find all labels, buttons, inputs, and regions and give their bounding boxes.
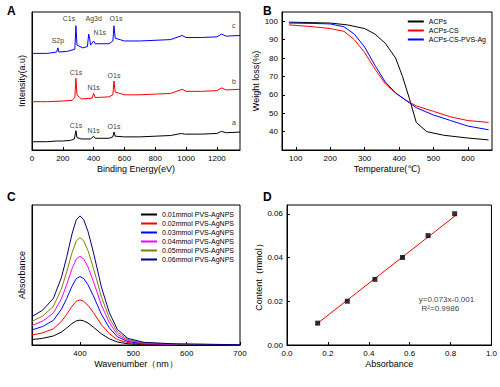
svg-text:Intensity(a.u): Intensity(a.u) — [17, 55, 27, 107]
svg-text:Absorbance: Absorbance — [365, 359, 413, 369]
svg-text:400: 400 — [87, 154, 101, 163]
svg-text:0.06mmol PVS-AgNPS: 0.06mmol PVS-AgNPS — [162, 256, 234, 264]
svg-text:0.6: 0.6 — [404, 349, 416, 358]
svg-text:70: 70 — [269, 72, 278, 81]
svg-text:700: 700 — [233, 349, 247, 358]
svg-text:a: a — [232, 119, 236, 126]
svg-text:200: 200 — [324, 154, 338, 163]
svg-text:N1s: N1s — [94, 29, 107, 36]
svg-text:90: 90 — [269, 35, 278, 44]
svg-text:50: 50 — [269, 109, 278, 118]
svg-text:200: 200 — [56, 154, 70, 163]
svg-text:C: C — [7, 190, 16, 204]
svg-text:400: 400 — [392, 154, 406, 163]
svg-text:0.06: 0.06 — [267, 209, 283, 218]
svg-text:40: 40 — [269, 127, 278, 136]
svg-text:600: 600 — [118, 154, 132, 163]
svg-text:Temperature(℃): Temperature(℃) — [354, 164, 421, 174]
svg-text:0.05mmol PVS-AgNPS: 0.05mmol PVS-AgNPS — [162, 247, 234, 255]
svg-text:1200: 1200 — [208, 154, 226, 163]
svg-text:N1s: N1s — [87, 127, 100, 134]
svg-text:ACPs-CS-PVS-Ag: ACPs-CS-PVS-Ag — [429, 36, 486, 44]
svg-text:Absorbance: Absorbance — [17, 251, 27, 299]
svg-text:N1s: N1s — [87, 84, 100, 91]
svg-text:0.2: 0.2 — [322, 349, 334, 358]
svg-text:C1s: C1s — [70, 122, 83, 129]
svg-text:600: 600 — [180, 349, 194, 358]
svg-text:y=0.073x-0.001: y=0.073x-0.001 — [419, 295, 475, 304]
svg-text:100: 100 — [265, 17, 279, 26]
svg-text:C1s: C1s — [63, 15, 76, 22]
svg-text:C1s: C1s — [70, 69, 83, 76]
svg-text:0.8: 0.8 — [445, 349, 457, 358]
svg-text:Binding Energy(eV): Binding Energy(eV) — [97, 164, 175, 174]
svg-text:Content（mmol）: Content（mmol） — [254, 239, 264, 311]
svg-text:c: c — [232, 22, 236, 29]
svg-text:1000: 1000 — [177, 154, 195, 163]
svg-text:b: b — [232, 78, 236, 85]
svg-text:0.4: 0.4 — [363, 349, 375, 358]
svg-text:S2p: S2p — [52, 37, 65, 45]
svg-text:0.0: 0.0 — [281, 349, 293, 358]
svg-text:0: 0 — [30, 154, 35, 163]
svg-text:Ag3d: Ag3d — [85, 15, 101, 23]
svg-text:600: 600 — [461, 154, 475, 163]
svg-text:B: B — [263, 4, 272, 18]
svg-text:ACPs: ACPs — [429, 18, 447, 25]
svg-text:0.00: 0.00 — [267, 340, 283, 350]
svg-text:500: 500 — [427, 154, 441, 163]
svg-text:O1s: O1s — [108, 72, 121, 79]
svg-text:A: A — [7, 4, 16, 18]
svg-text:D: D — [263, 190, 272, 204]
svg-text:800: 800 — [149, 154, 163, 163]
svg-text:ACPs-CS: ACPs-CS — [429, 27, 459, 34]
svg-text:0.01mmol PVS-AgNPS: 0.01mmol PVS-AgNPS — [162, 211, 234, 219]
svg-text:Weight loss(%): Weight loss(%) — [251, 51, 261, 111]
svg-text:400: 400 — [73, 349, 87, 358]
svg-text:60: 60 — [269, 90, 278, 99]
svg-text:0.03mmol PVS-AgNPS: 0.03mmol PVS-AgNPS — [162, 229, 234, 237]
svg-text:0.04mmol PVS-AgNPS: 0.04mmol PVS-AgNPS — [162, 238, 234, 246]
svg-text:80: 80 — [269, 54, 278, 63]
svg-text:0.04: 0.04 — [267, 253, 283, 262]
svg-text:300: 300 — [358, 154, 372, 163]
svg-text:0.02: 0.02 — [267, 297, 283, 306]
svg-text:O1s: O1s — [110, 15, 123, 22]
svg-text:0.02mmol PVS-AgNPS: 0.02mmol PVS-AgNPS — [162, 220, 234, 228]
svg-text:Wavenumber（nm）: Wavenumber（nm） — [94, 359, 178, 369]
svg-text:500: 500 — [127, 349, 141, 358]
svg-text:R²=0.9986: R²=0.9986 — [422, 304, 460, 313]
svg-text:O1s: O1s — [108, 123, 121, 130]
svg-text:1.0: 1.0 — [486, 349, 498, 358]
svg-text:100: 100 — [289, 154, 303, 163]
